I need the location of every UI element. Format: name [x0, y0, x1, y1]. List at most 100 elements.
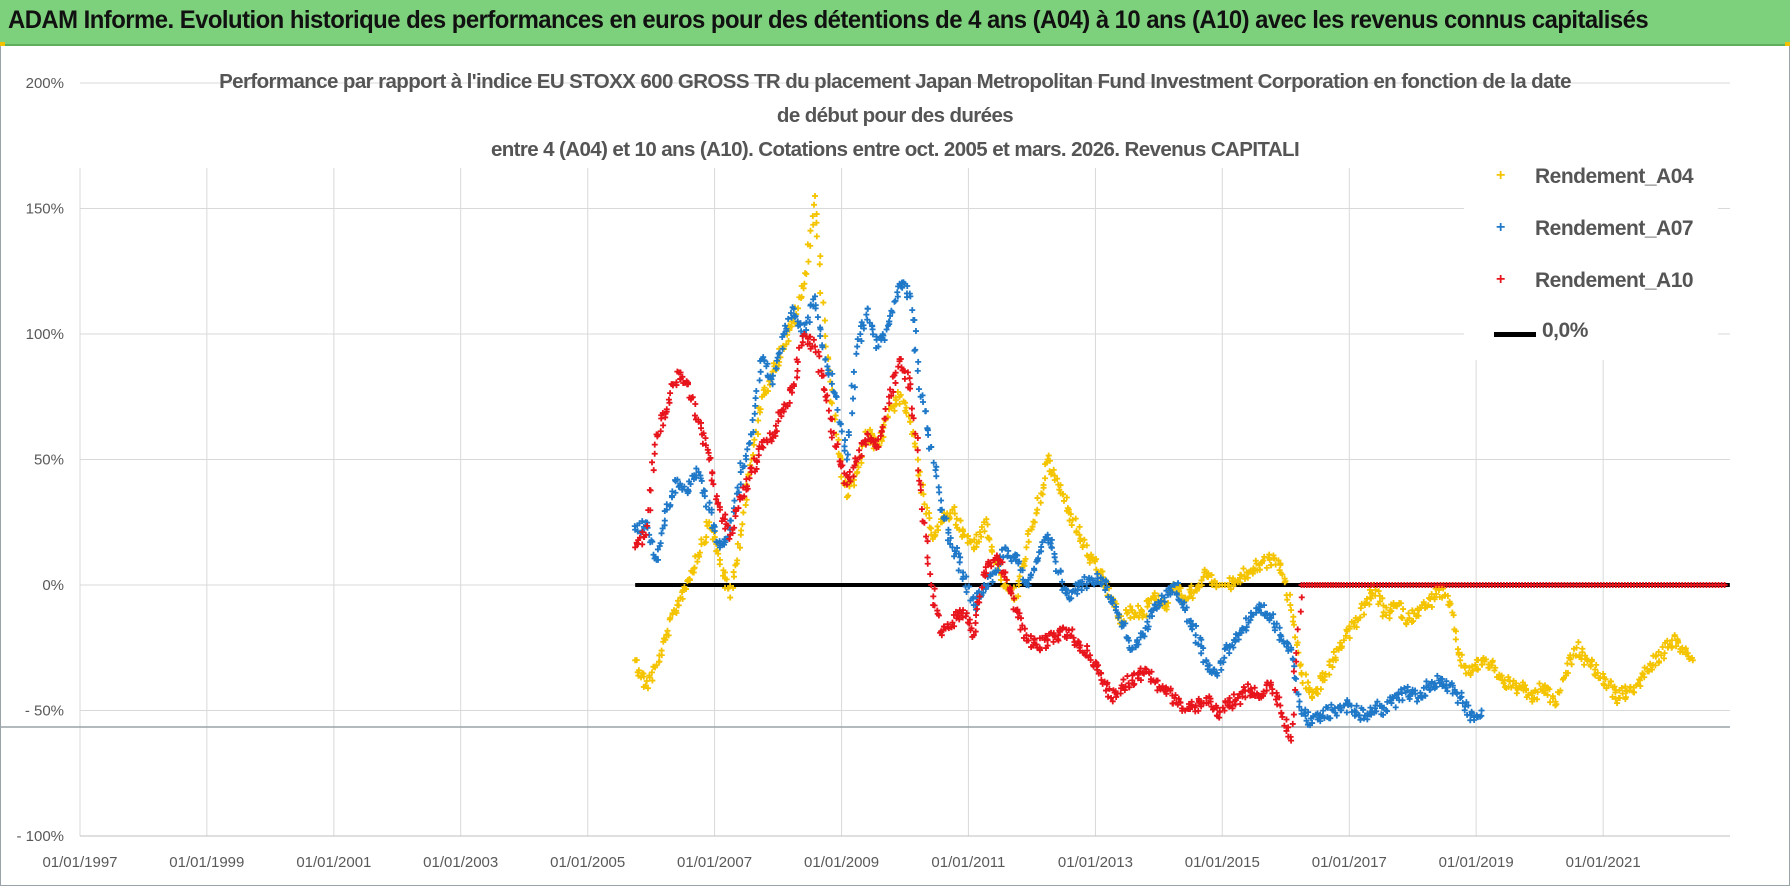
data-point: [1568, 661, 1575, 668]
data-point: [810, 336, 817, 343]
data-point: [684, 379, 691, 386]
report-title: ADAM Informe. Evolution historique des p…: [8, 6, 1649, 34]
data-point: [1514, 686, 1521, 693]
data-point: [1588, 658, 1595, 665]
data-point: [1195, 641, 1202, 648]
data-point: [785, 338, 792, 345]
data-point: [1317, 686, 1324, 693]
data-point: [897, 356, 904, 363]
data-point: [754, 458, 761, 465]
data-point: [1069, 516, 1076, 523]
data-point: [752, 395, 759, 402]
data-point: [1050, 466, 1057, 473]
data-point: [817, 253, 824, 260]
data-point: [803, 327, 810, 334]
data-point: [1458, 693, 1465, 700]
data-point: [736, 544, 743, 551]
data-point: [1278, 633, 1285, 640]
data-point: [764, 388, 771, 395]
data-point: [1163, 603, 1170, 610]
data-point: [750, 429, 757, 436]
data-point: [1075, 638, 1082, 645]
data-point: [1048, 536, 1055, 543]
data-point: [754, 431, 761, 438]
legend-item-a04: + Rendement_A04: [1464, 161, 1718, 201]
data-point: [1244, 574, 1251, 581]
data-point: [878, 437, 885, 444]
legend-item-a10: + Rendement_A10: [1464, 265, 1718, 305]
data-point: [1668, 637, 1675, 644]
data-point: [1230, 691, 1237, 698]
data-point: [850, 473, 857, 480]
data-point: [1328, 701, 1335, 708]
data-point: [691, 565, 698, 572]
data-point: [1302, 671, 1309, 678]
data-point: [1525, 692, 1532, 699]
data-point: [710, 481, 717, 488]
data-point: [862, 441, 869, 448]
data-point: [804, 314, 811, 321]
data-point: [901, 368, 908, 375]
data-point: [967, 538, 974, 545]
data-point: [1187, 706, 1194, 713]
data-point: [632, 544, 639, 551]
data-point: [1214, 713, 1221, 720]
data-point: [1614, 700, 1621, 707]
data-point: [1270, 611, 1277, 618]
data-point: [1544, 691, 1551, 698]
data-point: [782, 322, 789, 329]
data-point: [904, 282, 911, 289]
data-point: [763, 363, 770, 370]
data-point: [930, 459, 937, 466]
data-point: [1622, 694, 1629, 701]
data-point: [1280, 638, 1287, 645]
data-point: [1434, 672, 1441, 679]
data-point: [1221, 707, 1228, 714]
data-point: [1042, 632, 1049, 639]
data-point: [1482, 656, 1489, 663]
data-point: [1427, 686, 1434, 693]
data-point: [1077, 642, 1084, 649]
data-point: [1357, 716, 1364, 723]
data-point: [798, 328, 805, 335]
data-point: [924, 560, 931, 567]
data-point: [928, 582, 935, 588]
data-point: [1605, 682, 1612, 689]
data-point: [882, 415, 889, 422]
data-point: [811, 201, 818, 208]
data-point: [656, 658, 663, 665]
data-point: [1380, 711, 1387, 718]
data-point: [925, 431, 932, 438]
data-point: [677, 369, 684, 376]
data-point: [722, 536, 729, 543]
data-point: [907, 293, 914, 300]
data-point: [1060, 490, 1066, 497]
data-point: [963, 610, 970, 617]
data-point: [1144, 618, 1151, 625]
data-point: [722, 525, 729, 532]
data-point: [1285, 647, 1292, 654]
data-point: [658, 652, 665, 659]
data-point: [1652, 653, 1659, 660]
data-point: [978, 533, 985, 540]
data-point: [988, 547, 995, 554]
data-point: [1206, 662, 1213, 669]
data-point: [973, 531, 980, 538]
data-point: [806, 319, 813, 326]
data-point: [677, 480, 684, 487]
data-point: [910, 415, 917, 422]
data-point: [1575, 639, 1582, 646]
data-point: [1329, 664, 1336, 671]
data-point: [788, 389, 795, 396]
data-point: [1177, 699, 1184, 706]
data-point: [891, 407, 898, 414]
data-point: [899, 284, 906, 291]
data-point: [870, 331, 877, 338]
x-tick-label: 01/01/2005: [550, 854, 625, 871]
data-point: [1278, 709, 1285, 716]
data-point: [983, 570, 990, 577]
data-point: [921, 519, 928, 526]
data-point: [1320, 707, 1327, 714]
data-point: [1721, 582, 1728, 588]
data-point: [1299, 679, 1306, 686]
